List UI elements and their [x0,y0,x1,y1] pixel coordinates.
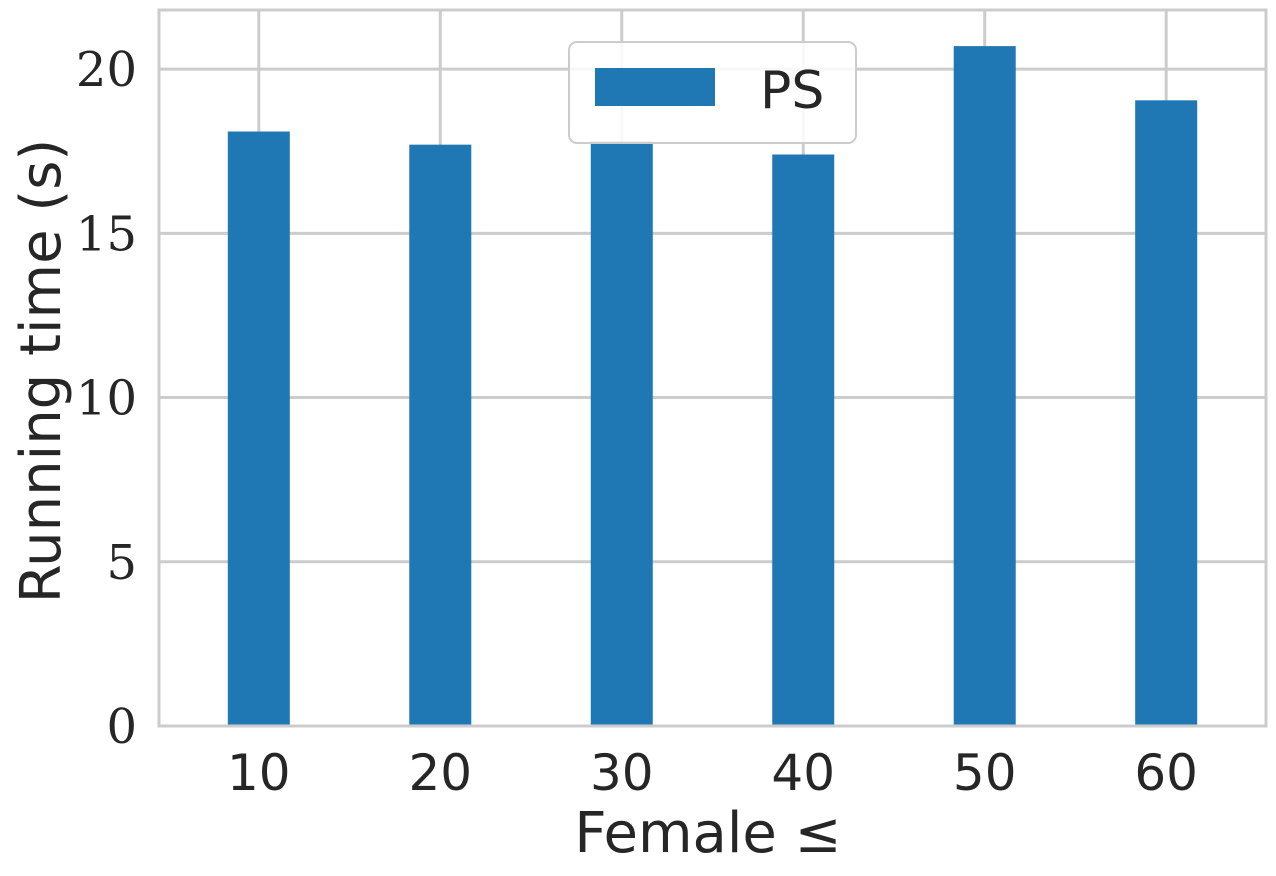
legend: PS [568,41,857,144]
x-tick-label: 30 [590,744,654,802]
legend-label: PS [760,61,824,121]
y-tick-label: 5 [106,535,137,591]
y-axis-label: Running time (s) [9,139,74,603]
x-axis-ticks: 10 20 30 40 50 60 [227,744,1198,802]
y-tick-label: 0 [106,699,137,755]
y-tick-label: 10 [76,371,137,427]
bars [227,46,1198,727]
y-tick-label: 20 [76,42,137,98]
x-tick-label: 20 [408,744,472,802]
legend-swatch [595,68,715,106]
bar [1135,100,1198,726]
x-tick-label: 60 [1134,744,1198,802]
x-axis-label: Female ≤ [574,801,841,866]
bar [227,131,290,726]
y-tick-label: 15 [76,206,137,262]
plot-frame [157,8,1268,728]
bar [590,141,653,726]
x-tick-label: 50 [953,744,1017,802]
y-axis-ticks: 0 5 10 15 20 [76,42,137,755]
bar [953,46,1016,727]
bar [772,154,835,726]
x-tick-label: 40 [771,744,835,802]
bar [409,144,472,727]
x-tick-label: 10 [227,744,291,802]
